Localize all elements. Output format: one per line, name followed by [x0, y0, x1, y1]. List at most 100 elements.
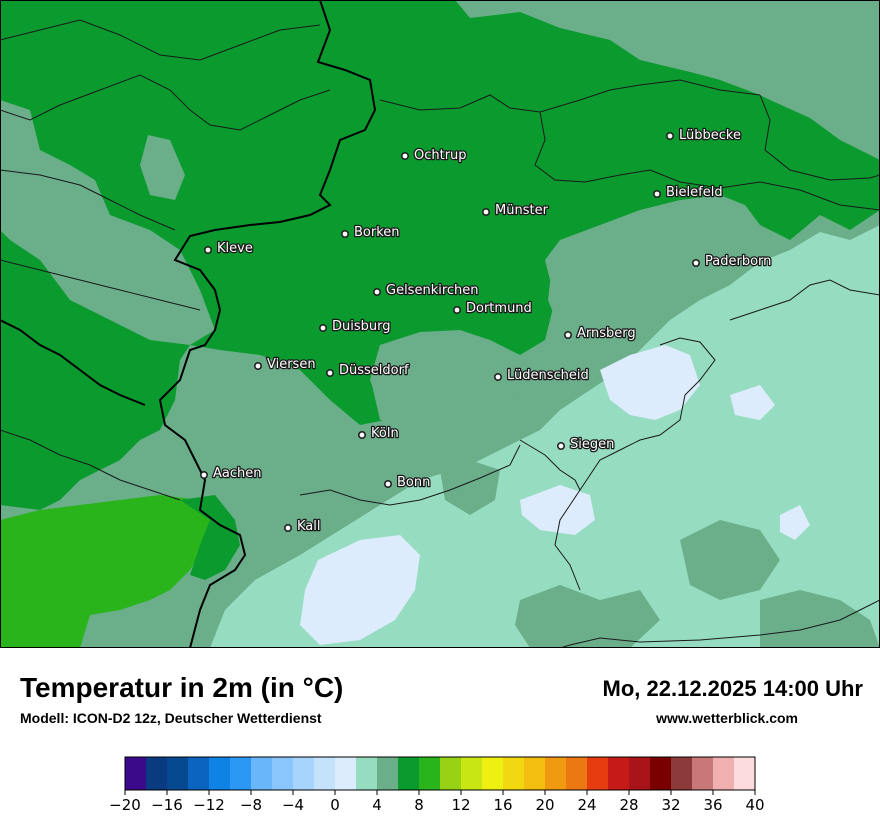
legend-tick-label: 36 [703, 796, 722, 814]
cold-pocket-westerwald [300, 535, 420, 645]
legend-tick-label: 32 [661, 796, 680, 814]
national-border-west [0, 319, 146, 406]
temperature-map[interactable]: Lübbecke Ochtrup Bielefeld Münster Borke… [0, 0, 880, 649]
legend-swatch [398, 757, 420, 790]
temp-patch-northeast [600, 0, 880, 150]
city-paderborn[interactable]: Paderborn [691, 253, 773, 270]
temp-patch-ruhr [372, 335, 560, 425]
svg-text:Ochtrup: Ochtrup [414, 148, 467, 163]
model-subtitle: Modell: ICON-D2 12z, Deutscher Wetterdie… [20, 710, 322, 726]
legend-tick-label: 16 [493, 796, 512, 814]
color-legend: −20 −16 −12 −8 −4 0 4 8 12 16 20 24 28 32 36 40 [100, 752, 780, 822]
legend-bar: −20 −16 −12 −8 −4 0 4 8 12 16 20 24 28 32 36 40 [109, 756, 765, 814]
website-link[interactable]: www.wetterblick.com [656, 710, 798, 726]
legend-swatch [335, 757, 357, 790]
city-viersen[interactable]: Viersen [254, 356, 317, 373]
city-lübbecke[interactable]: Lübbecke [665, 127, 742, 144]
city-düsseldorf[interactable]: Düsseldorf [325, 362, 410, 379]
legend-tick-label: 12 [451, 796, 470, 814]
chart-title: Temperatur in 2m (in °C) [20, 672, 344, 703]
city-köln[interactable]: Köln [357, 425, 400, 442]
legend-swatch [125, 757, 147, 790]
legend-tick-label: −20 [109, 796, 141, 814]
legend-swatch [503, 757, 525, 790]
legend-swatch [377, 757, 399, 790]
temp-island-southeast [760, 590, 880, 648]
legend-swatch [167, 757, 189, 790]
svg-text:Siegen: Siegen [570, 437, 614, 452]
city-arnsberg[interactable]: Arnsberg [563, 325, 637, 342]
legend-swatch [608, 757, 630, 790]
svg-text:Arnsberg: Arnsberg [577, 326, 636, 341]
svg-text:Paderborn: Paderborn [705, 254, 771, 269]
city-kall[interactable]: Kall [283, 518, 322, 535]
temp-island-sauerland [440, 460, 500, 515]
cold-pocket-siegerland [600, 345, 700, 420]
legend-swatch [692, 757, 714, 790]
city-duisburg[interactable]: Duisburg [318, 318, 392, 335]
legend-swatch [209, 757, 231, 790]
legend-swatch [272, 757, 294, 790]
legend-swatch [629, 757, 651, 790]
temp-patch-north [140, 135, 185, 200]
legend-swatch [251, 757, 273, 790]
svg-text:Gelsenkirchen: Gelsenkirchen [386, 283, 479, 298]
temp-island-east [680, 520, 780, 600]
region-borders [0, 19, 880, 649]
city-siegen[interactable]: Siegen [556, 436, 616, 453]
city-münster[interactable]: Münster [481, 202, 550, 219]
temp-patch-northwest [0, 100, 215, 345]
legend-swatch [650, 757, 672, 790]
city-lüdenscheid[interactable]: Lüdenscheid [493, 367, 590, 384]
temp-island-eifel [515, 585, 660, 648]
legend-swatch [230, 757, 252, 790]
legend-swatch [524, 757, 546, 790]
legend-swatch [293, 757, 315, 790]
legend-swatch [587, 757, 609, 790]
legend-tick-label: 0 [330, 796, 340, 814]
city-kleve[interactable]: Kleve [204, 240, 254, 257]
legend-swatch [734, 757, 756, 790]
legend-frame [124, 756, 756, 791]
temp-zone-8-10 [0, 0, 880, 510]
legend-swatch [713, 757, 735, 790]
legend-swatch [146, 757, 168, 790]
legend-tick-label: 24 [577, 796, 596, 814]
svg-text:Duisburg: Duisburg [332, 319, 391, 334]
forecast-datetime: Mo, 22.12.2025 14:00 Uhr [602, 676, 863, 701]
svg-text:Borken: Borken [354, 225, 400, 240]
legend-tick-label: −4 [282, 796, 304, 814]
legend-swatch [188, 757, 210, 790]
legend-tick-label: 40 [745, 796, 764, 814]
national-border [158, 0, 377, 649]
legend-ticks: −20 −16 −12 −8 −4 0 4 8 12 16 20 24 28 32 36 40 [109, 790, 765, 814]
city-aachen[interactable]: Aachen [200, 465, 263, 482]
city-gelsenkirchen[interactable]: Gelsenkirchen [372, 282, 480, 299]
legend-swatch [482, 757, 504, 790]
legend-swatch [461, 757, 483, 790]
map-canvas: Lübbecke Ochtrup Bielefeld Münster Borke… [0, 0, 880, 649]
svg-text:Kleve: Kleve [217, 241, 253, 256]
legend-tick-label: −16 [151, 796, 183, 814]
city-ochtrup[interactable]: Ochtrup [400, 147, 468, 164]
svg-text:Viersen: Viersen [267, 357, 316, 372]
svg-text:Bielefeld: Bielefeld [666, 185, 723, 200]
legend-swatch [566, 757, 588, 790]
cold-pocket-east [730, 385, 775, 420]
legend-swatches [125, 757, 756, 790]
legend-tick-label: 20 [535, 796, 554, 814]
legend-tick-label: 8 [414, 796, 424, 814]
legend-swatch [314, 757, 336, 790]
temp-zone-8-10-sw [180, 495, 240, 580]
legend-swatch [356, 757, 378, 790]
legend-tick-label: 28 [619, 796, 638, 814]
svg-text:Bonn: Bonn [397, 475, 430, 490]
city-bonn[interactable]: Bonn [383, 474, 432, 491]
city-bielefeld[interactable]: Bielefeld [652, 184, 724, 201]
city-borken[interactable]: Borken [340, 224, 401, 241]
svg-text:Kall: Kall [297, 519, 321, 534]
legend-tick-label: 4 [372, 796, 382, 814]
legend-swatch [419, 757, 441, 790]
city-dortmund[interactable]: Dortmund [452, 300, 533, 317]
svg-text:Lüdenscheid: Lüdenscheid [507, 368, 589, 383]
